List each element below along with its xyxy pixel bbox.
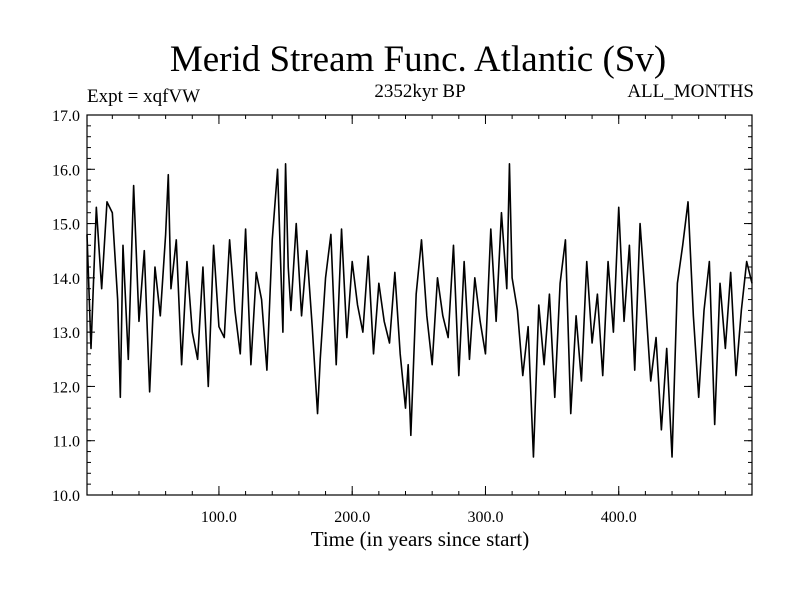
x-tick-label: 100.0 [201, 509, 237, 526]
y-tick-label: 15.0 [52, 217, 80, 234]
y-tick-label: 13.0 [52, 325, 80, 342]
y-tick-label: 17.0 [52, 108, 80, 125]
axis-ticks [87, 114, 752, 496]
y-tick-label: 14.0 [52, 271, 80, 288]
x-tick-label: 400.0 [601, 509, 637, 526]
experiment-label: Expt = xqfVW [87, 86, 201, 107]
x-tick-label: 200.0 [334, 509, 370, 526]
y-tick-label: 12.0 [52, 379, 80, 396]
x-axis-label: Time (in years since start) [310, 527, 530, 551]
y-tick-labels: 10.0 11.0 12.0 13.0 14.0 15.0 16.0 17.0 [52, 108, 80, 505]
months-label: ALL_MONTHS [627, 81, 754, 102]
y-tick-label: 11.0 [53, 434, 80, 451]
y-tick-label: 16.0 [52, 162, 80, 179]
x-tick-label: 300.0 [467, 509, 503, 526]
series-line [86, 163, 753, 458]
period-label: 2352kyr BP [374, 81, 466, 102]
plot-frame [86, 114, 753, 496]
y-tick-label: 10.0 [52, 488, 80, 505]
chart-title: Merid Stream Func. Atlantic (Sv) [169, 39, 667, 80]
x-tick-labels: 100.0 200.0 300.0 400.0 [201, 509, 637, 526]
